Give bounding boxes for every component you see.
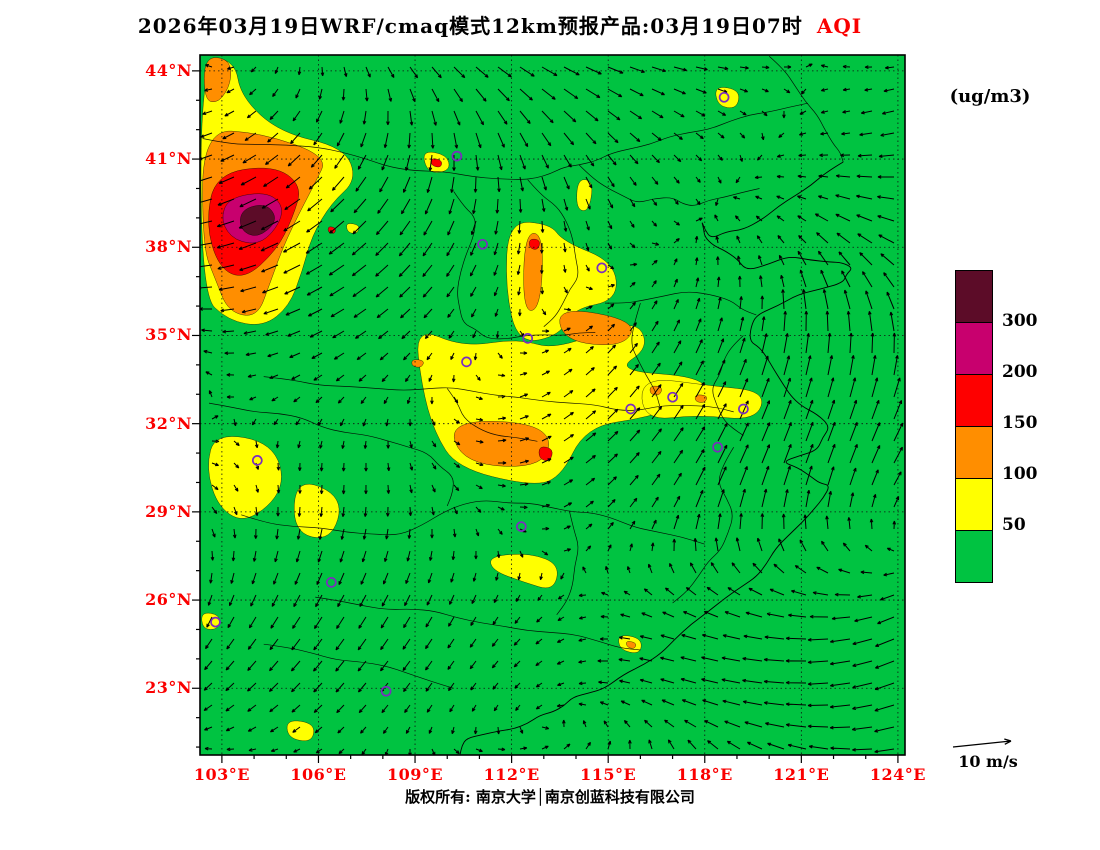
- station-marker-14: [718, 91, 730, 103]
- aqi-region-guangdong-core: [626, 641, 636, 649]
- colorbar-cell-maroon: [956, 271, 992, 322]
- lat-tick-label: 32°N: [145, 413, 192, 433]
- lat-tick-label: 41°N: [145, 149, 192, 169]
- province-boundary-11: [556, 511, 579, 616]
- colorbar-cell-magenta: [956, 322, 992, 374]
- lat-tick-label: 35°N: [145, 325, 192, 345]
- province-boundary-13: [712, 335, 744, 436]
- map-layers: [200, 55, 905, 755]
- lon-tick-label: 118°E: [676, 765, 733, 784]
- colorbar-cell-yellow: [956, 478, 992, 530]
- aqi-region-hubei-blob: [453, 421, 549, 467]
- colorbar-label-300: 300: [1002, 311, 1038, 331]
- wind-vectors: [200, 63, 904, 755]
- aqi-region-gansu-core: [240, 205, 275, 236]
- colorbar-label-200: 200: [1002, 362, 1038, 382]
- colorbar-label-50: 50: [1002, 515, 1026, 535]
- province-boundary-5: [263, 376, 734, 413]
- aqi-region-shaanxi-dot: [411, 359, 424, 368]
- lat-tick-label: 26°N: [145, 590, 192, 610]
- aqi-region-shanxi-red-dot: [529, 238, 540, 250]
- lon-tick-label: 109°E: [386, 765, 444, 784]
- lat-tick-label: 23°N: [145, 678, 192, 698]
- coastline-path: [459, 161, 852, 755]
- lon-tick-label: 121°E: [773, 765, 830, 784]
- station-marker-8: [712, 441, 723, 453]
- province-boundary-12: [578, 164, 760, 206]
- province-boundary-3: [527, 179, 579, 327]
- lon-tick-label: 124°E: [869, 765, 926, 784]
- page-title: 2026年03月19日WRF/cmaq模式12km预报产品:03月19日07时 A…: [0, 10, 1000, 39]
- province-boundary-6: [241, 500, 705, 545]
- axis-ticks: [192, 70, 899, 763]
- wind-reference-arrow: [952, 738, 1012, 748]
- lon-tick-label: 112°E: [483, 765, 540, 784]
- colorbar: [955, 270, 993, 583]
- province-boundary-8: [208, 402, 454, 507]
- station-marker-7: [738, 403, 749, 415]
- lon-tick-label: 103°E: [193, 765, 250, 784]
- lat-tick-label: 29°N: [145, 501, 192, 521]
- station-marker-4: [461, 356, 472, 368]
- colorbar-label-100: 100: [1002, 464, 1038, 484]
- station-marker-12: [210, 616, 221, 628]
- station-marker-3: [522, 333, 534, 344]
- station-marker-1: [477, 238, 488, 250]
- province-boundary-7: [315, 596, 641, 651]
- province-boundary-0: [768, 55, 844, 163]
- lon-tick-label: 115°E: [580, 765, 637, 784]
- station-marker-9: [251, 455, 263, 466]
- wind-reference-label: 10 m/s: [958, 752, 1018, 771]
- aqi-region-chongqing: [293, 483, 340, 538]
- station-marker-0: [451, 150, 463, 162]
- station-marker-11: [325, 577, 337, 588]
- station-marker-5: [625, 403, 637, 415]
- lat-tick-label: 44°N: [145, 60, 192, 80]
- station-marker-13: [380, 685, 392, 697]
- province-boundary-14: [446, 388, 538, 442]
- aqi-region-anhui-dot2: [694, 394, 707, 403]
- province-boundary-4: [604, 291, 757, 316]
- title-text: 2026年03月19日WRF/cmaq模式12km预报产品:03月19日07时: [137, 14, 803, 38]
- aqi-region-southwest-bottom-spot: [286, 720, 314, 742]
- colorbar-cell-green: [956, 530, 992, 582]
- station-marker-6: [667, 391, 678, 403]
- aqi-region-ne-spot: [715, 87, 740, 109]
- province-boundary-1: [202, 102, 808, 180]
- province-boundary-2: [453, 191, 596, 340]
- colorbar-cell-orange: [956, 426, 992, 478]
- aqi-region-hubei-red-dot: [538, 446, 553, 461]
- station-marker-10: [515, 521, 527, 532]
- map-frame: [199, 54, 906, 756]
- aqi-region-henan-blob: [559, 311, 632, 346]
- province-boundary-15: [263, 643, 454, 689]
- province-boundary-9: [631, 302, 661, 407]
- title-variable: AQI: [816, 14, 863, 38]
- colorbar-cell-red: [956, 374, 992, 426]
- units-label: (ug/m3): [949, 86, 1031, 107]
- aqi-region-sichuan-east: [208, 436, 282, 519]
- station-marker-2: [596, 262, 608, 274]
- lon-tick-label: 106°E: [290, 765, 347, 784]
- lat-tick-label: 38°N: [145, 237, 192, 257]
- colorbar-label-150: 150: [1002, 413, 1038, 433]
- copyright-footer: 版权所有: 南京大学│南京创蓝科技有限公司: [405, 788, 695, 806]
